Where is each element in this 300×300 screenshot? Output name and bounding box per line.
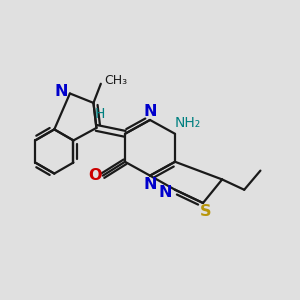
Text: S: S [200, 204, 211, 219]
Text: N: N [55, 85, 68, 100]
Text: O: O [88, 168, 101, 183]
Text: NH₂: NH₂ [174, 116, 200, 130]
Text: H: H [95, 107, 105, 121]
Text: N: N [159, 185, 172, 200]
Text: CH₃: CH₃ [104, 74, 127, 87]
Text: N: N [143, 103, 157, 118]
Text: N: N [143, 177, 157, 192]
